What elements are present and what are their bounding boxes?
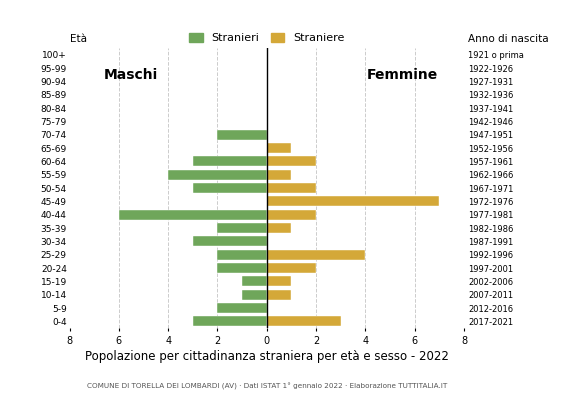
Bar xyxy=(218,223,267,233)
Bar xyxy=(218,130,267,140)
Bar xyxy=(193,316,267,326)
Bar xyxy=(267,156,316,166)
Text: Popolazione per cittadinanza straniera per età e sesso - 2022: Popolazione per cittadinanza straniera p… xyxy=(85,350,449,363)
Bar xyxy=(267,170,291,180)
Bar xyxy=(218,263,267,273)
Text: COMUNE DI TORELLA DEI LOMBARDI (AV) · Dati ISTAT 1° gennaio 2022 · Elaborazione : COMUNE DI TORELLA DEI LOMBARDI (AV) · Da… xyxy=(86,382,447,390)
Bar xyxy=(168,170,267,180)
Bar xyxy=(218,303,267,313)
Bar xyxy=(242,290,267,300)
Text: Femmine: Femmine xyxy=(367,68,438,82)
Bar xyxy=(242,276,267,286)
Text: Maschi: Maschi xyxy=(104,68,158,82)
Bar xyxy=(267,183,316,193)
Bar xyxy=(267,276,291,286)
Bar xyxy=(267,316,340,326)
Legend: Stranieri, Straniere: Stranieri, Straniere xyxy=(185,28,349,48)
Bar xyxy=(119,210,267,220)
Bar xyxy=(267,223,291,233)
Bar xyxy=(267,250,365,260)
Bar xyxy=(193,156,267,166)
Bar xyxy=(193,236,267,246)
Bar xyxy=(267,196,439,206)
Bar xyxy=(267,210,316,220)
Bar xyxy=(267,290,291,300)
Text: Anno di nascita: Anno di nascita xyxy=(467,34,548,44)
Bar xyxy=(193,183,267,193)
Text: Età: Età xyxy=(70,34,86,44)
Bar xyxy=(267,143,291,153)
Bar xyxy=(218,250,267,260)
Bar xyxy=(267,263,316,273)
